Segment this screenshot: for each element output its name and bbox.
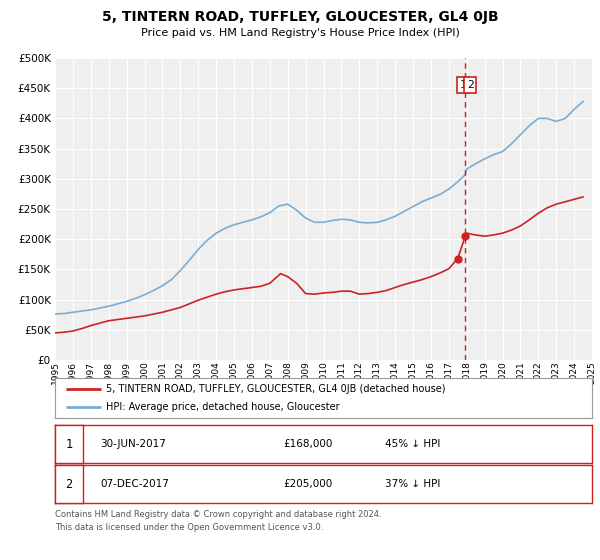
Text: 2: 2 <box>65 478 73 491</box>
Text: 2: 2 <box>467 80 473 90</box>
Text: £168,000: £168,000 <box>283 439 332 449</box>
Text: 37% ↓ HPI: 37% ↓ HPI <box>385 479 440 489</box>
Text: 5, TINTERN ROAD, TUFFLEY, GLOUCESTER, GL4 0JB (detached house): 5, TINTERN ROAD, TUFFLEY, GLOUCESTER, GL… <box>106 384 446 394</box>
Text: 5, TINTERN ROAD, TUFFLEY, GLOUCESTER, GL4 0JB: 5, TINTERN ROAD, TUFFLEY, GLOUCESTER, GL… <box>101 10 499 24</box>
Text: 07-DEC-2017: 07-DEC-2017 <box>100 479 169 489</box>
Text: HPI: Average price, detached house, Gloucester: HPI: Average price, detached house, Glou… <box>106 402 340 412</box>
Text: Contains HM Land Registry data © Crown copyright and database right 2024.: Contains HM Land Registry data © Crown c… <box>55 510 382 519</box>
Text: 1: 1 <box>460 80 466 90</box>
Text: 45% ↓ HPI: 45% ↓ HPI <box>385 439 440 449</box>
Text: 1: 1 <box>65 437 73 450</box>
Text: £205,000: £205,000 <box>283 479 332 489</box>
Text: 30-JUN-2017: 30-JUN-2017 <box>100 439 166 449</box>
Text: Price paid vs. HM Land Registry's House Price Index (HPI): Price paid vs. HM Land Registry's House … <box>140 28 460 38</box>
Text: This data is licensed under the Open Government Licence v3.0.: This data is licensed under the Open Gov… <box>55 523 323 532</box>
